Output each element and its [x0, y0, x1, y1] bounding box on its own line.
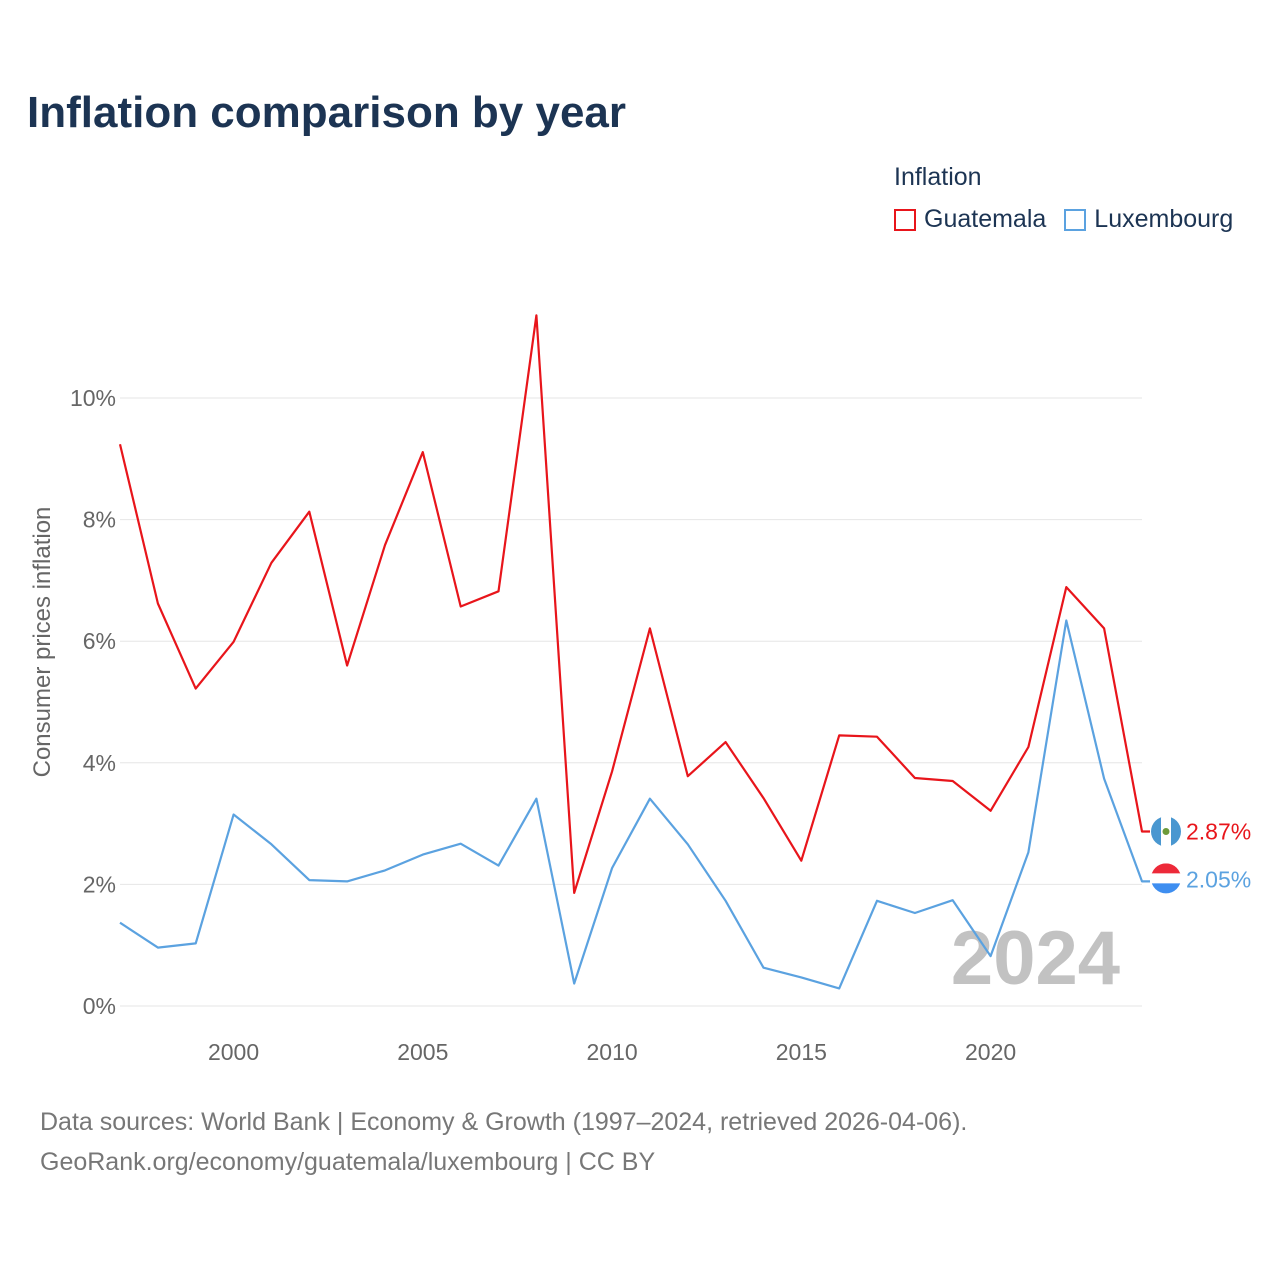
footer-sources: Data sources: World Bank | Economy & Gro… [40, 1108, 968, 1136]
end-label-guatemala: 2.87% [1186, 819, 1251, 845]
year-watermark: 2024 [951, 916, 1120, 1001]
x-tick-label: 2015 [776, 1039, 827, 1065]
y-tick-label: 0% [83, 993, 116, 1019]
legend-swatch-guatemala [894, 208, 916, 231]
series-line-guatemala [118, 314, 1150, 895]
legend-label-guatemala: Guatemala [924, 205, 1047, 233]
legend-label-luxembourg: Luxembourg [1094, 205, 1234, 233]
footer-attribution: GeoRank.org/economy/guatemala/luxembourg… [40, 1148, 656, 1176]
legend-title: Inflation [894, 163, 982, 191]
end-label-luxembourg: 2.05% [1186, 866, 1251, 892]
y-axis-label: Consumer prices inflation [29, 507, 56, 778]
x-tick-label: 2020 [965, 1039, 1016, 1065]
legend-item-luxembourg[interactable]: Luxembourg [1064, 205, 1233, 234]
x-tick-label: 2005 [397, 1039, 448, 1065]
y-tick-label: 8% [83, 507, 116, 533]
legend-item-guatemala[interactable]: Guatemala [894, 205, 1046, 234]
page-title: Inflation comparison by year [27, 88, 627, 137]
guatemala-flag-icon [1151, 816, 1181, 847]
series-line-luxembourg [119, 619, 1150, 990]
legend-swatch-luxembourg [1064, 208, 1087, 231]
legend: Guatemala Luxembourg [894, 205, 1251, 234]
x-tick-label: 2010 [586, 1039, 637, 1065]
y-tick-label: 10% [70, 385, 116, 411]
y-tick-label: 2% [83, 871, 116, 897]
y-tick-label: 4% [83, 750, 116, 776]
y-tick-label: 6% [83, 628, 116, 654]
luxembourg-flag-icon [1151, 863, 1181, 894]
x-tick-label: 2000 [208, 1039, 259, 1065]
